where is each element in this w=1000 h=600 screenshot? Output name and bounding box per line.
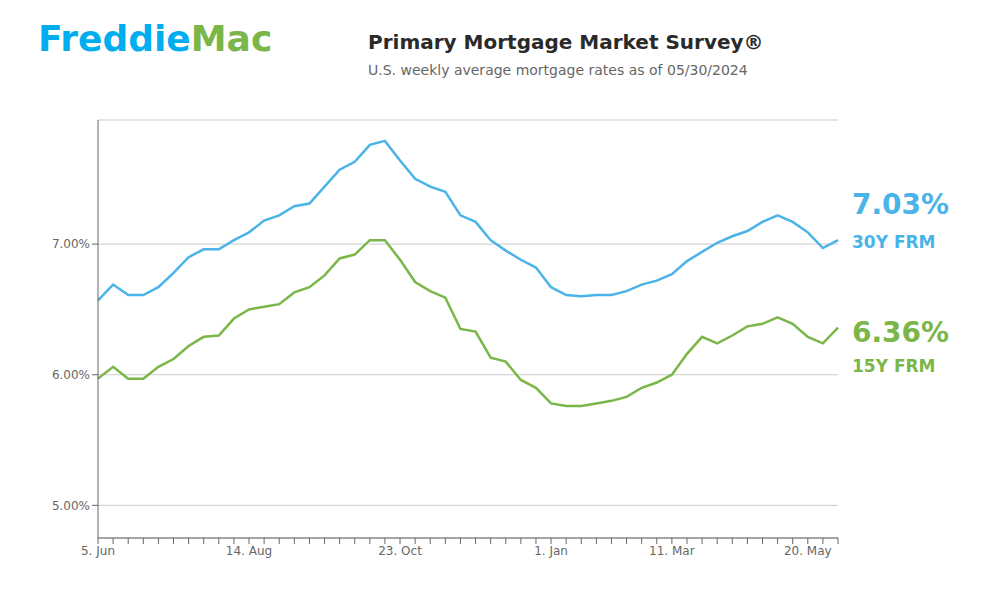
svg-text:5. Jun: 5. Jun [81,544,115,558]
html-text:15Y FRM: 15Y FRM [852,355,936,376]
svg-text:1. Jan: 1. Jan [534,544,568,558]
svg-text:7.00%: 7.00% [52,237,90,251]
html-text:7.03%: 7.03% [852,187,950,221]
html-text:30Y FRM: 30Y FRM [852,232,936,253]
html-text:Primary Mortgage Market Survey: Primary Mortgage Market Survey® [368,30,764,54]
html-text:U.S. weekly average mortgage r: U.S. weekly average mortgage rates as of… [368,62,748,78]
svg-text:5.00%: 5.00% [52,499,90,513]
svg-text:14. Aug: 14. Aug [226,544,272,558]
svg-text:23. Oct: 23. Oct [378,544,422,558]
svg-text:11. Mar: 11. Mar [649,544,695,558]
html-text:6.36%: 6.36% [852,315,950,349]
html-text:Freddie Mac: Freddie Mac [38,18,273,59]
svg-text:6.00%: 6.00% [52,368,90,382]
svg-text:20. May: 20. May [784,544,832,558]
